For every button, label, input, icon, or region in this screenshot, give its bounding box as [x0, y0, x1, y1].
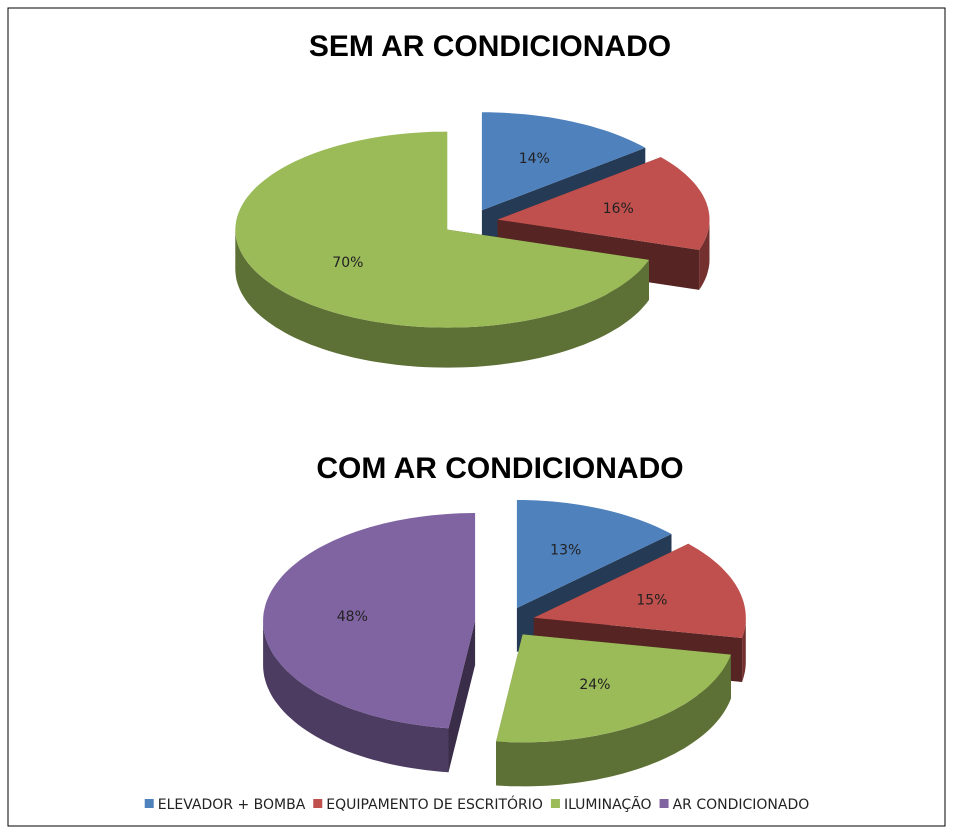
slice — [516, 500, 672, 608]
data-label: 48% — [337, 609, 368, 625]
legend-swatch — [313, 799, 323, 808]
legend-label: ILUMINAÇÃO — [564, 796, 652, 813]
data-label: 24% — [579, 677, 610, 693]
slice — [497, 157, 710, 250]
slice-side — [742, 617, 746, 682]
slice-side — [496, 654, 731, 787]
data-label: 15% — [636, 592, 667, 608]
slice — [263, 513, 476, 729]
data-label: 70% — [332, 255, 363, 271]
legend-swatch — [659, 799, 669, 808]
chart-title: COM AR CONDICIONADO — [316, 452, 683, 485]
legend-label: AR CONDICIONADO — [673, 797, 810, 813]
slice — [533, 543, 746, 638]
slice — [235, 131, 650, 328]
legend-label: EQUIPAMENTO DE ESCRITÓRIO — [326, 795, 543, 813]
slice-cut — [448, 621, 476, 773]
legend-swatch — [550, 799, 560, 808]
data-label: 13% — [550, 542, 581, 558]
data-label: 16% — [603, 201, 634, 217]
frame — [7, 7, 946, 827]
data-label: 14% — [519, 151, 550, 167]
slice-side — [235, 229, 650, 368]
slice-side — [263, 621, 449, 773]
slice-side — [699, 219, 710, 290]
chart-title: SEM AR CONDICIONADO — [309, 30, 671, 63]
legend-label: ELEVADOR + BOMBA — [158, 797, 306, 813]
legend-swatch — [144, 799, 154, 808]
slice — [481, 112, 646, 211]
slice — [496, 634, 731, 743]
